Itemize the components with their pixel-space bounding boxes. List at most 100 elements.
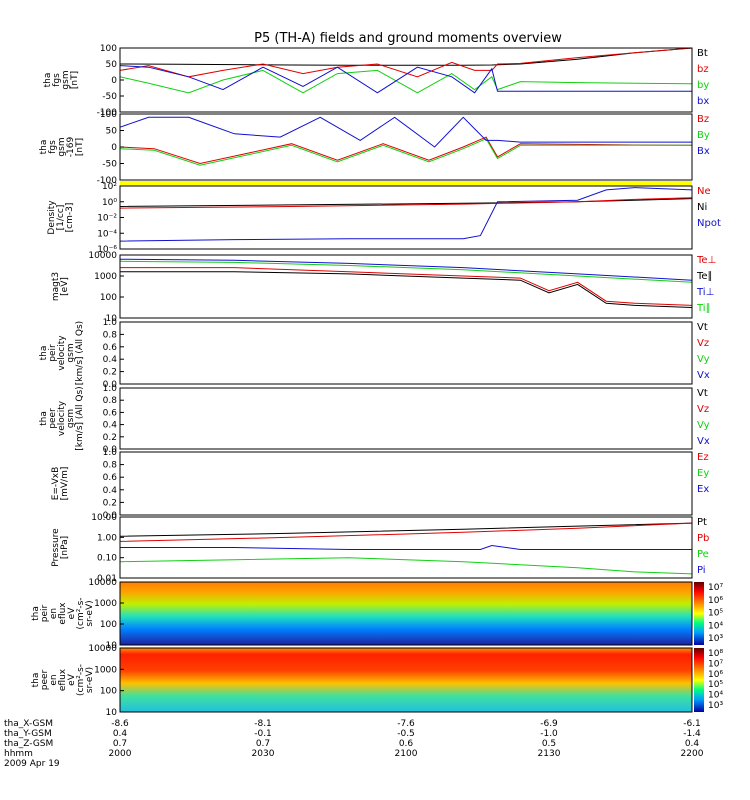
legend-Vt: Vt [697, 322, 708, 333]
legend-Vx: Vx [697, 436, 710, 447]
legend-Ne: Ne [697, 186, 711, 197]
panel-density: Density[1/cc][cm-3] Ne Ni Npot 10² 10⁰ 10⁻² 10⁻… [47, 181, 721, 255]
ylabel-line: tha [39, 140, 49, 155]
legend-bx: bx [697, 96, 709, 107]
legend-Ez: Ez [697, 452, 709, 463]
ytick-label: 10⁰ [102, 198, 117, 208]
legend-Pi: Pi [697, 565, 706, 576]
ylabel-line: en [49, 608, 59, 619]
legend-Pb: Pb [697, 533, 709, 544]
ytick-label: 10.00 [91, 513, 117, 523]
ylabel-line: [1/cc] [56, 205, 66, 231]
xaxis-value: -7.6 [397, 719, 415, 729]
ylabel-line: sr-eV) [85, 667, 95, 693]
ylabel-fgs-gse: thafgsgsm-169[nT] [39, 137, 85, 158]
ytick-label: 0.10 [97, 554, 117, 564]
series-Te⊥ [120, 267, 693, 306]
ytick-label: 0.0 [103, 511, 118, 521]
ylabel-line: peir [48, 344, 58, 362]
ytick-label: 1.0 [103, 384, 118, 394]
series-Pe [119, 557, 693, 575]
colorbar-tick: 10³ [708, 634, 723, 644]
ytick-label: 0.0 [103, 445, 118, 455]
panel-peir-spec: thapeirenefluxeV(cm²-s-sr-eV) 10⁷ 10⁶ 10⁵ 10… [31, 578, 723, 651]
series-Bz [119, 136, 693, 165]
ytick-label: 0.0 [103, 380, 118, 390]
ytick-label: 10000 [88, 251, 117, 261]
colorbar-tick: 10⁵ [708, 680, 723, 690]
ytick-label: 0.4 [103, 486, 118, 496]
ylabel-line: E=-VxB [51, 467, 61, 501]
ytick-label: 100 [100, 44, 117, 54]
legend-Ey: Ey [697, 468, 709, 479]
ytick-label: 0.4 [103, 421, 118, 431]
ylabel-line: peer [48, 408, 58, 429]
series-bx [119, 65, 692, 94]
legend-Ni: Ni [697, 202, 707, 213]
ylabel-line: peer [40, 669, 50, 690]
ytick-label: 1000 [94, 599, 117, 609]
ylabel-line: eV [67, 607, 77, 620]
legend-Pe: Pe [697, 549, 709, 560]
ylabel-line: tha [31, 673, 41, 688]
xaxis-value: 2130 [538, 749, 561, 759]
ytick-label: 0.6 [103, 473, 118, 483]
ytick-label: -100 [97, 108, 118, 118]
panel-pressure: Pressure[nPa] Pt Pb Pe Pi 10.00 1.00 0.10 0.01 [51, 513, 709, 584]
ylabel-line: gsm [66, 343, 76, 362]
legend-Pt: Pt [697, 517, 707, 528]
ytick-label: 10000 [88, 644, 117, 654]
panel-frame [119, 321, 693, 385]
ytick-label: 10 [106, 314, 118, 324]
xaxis-value: 2100 [395, 749, 418, 759]
ytick-label: 10000 [88, 578, 117, 588]
series-Ti∥ [119, 260, 693, 283]
colorbar-tick: 10⁴ [708, 621, 723, 631]
legend-Bx: Bx [697, 146, 710, 157]
xaxis-value: 2200 [681, 749, 704, 759]
ylabel-line: [eV] [60, 277, 70, 296]
ylabel-line: tha [43, 73, 53, 88]
ylabel-line: gsm [61, 70, 71, 89]
legend-Ti∥: Ti∥ [696, 303, 711, 314]
xaxis-value: 0.7 [113, 739, 127, 749]
ylabel-line: Density [47, 200, 57, 235]
ytick-label: 10² [102, 182, 117, 192]
ytick-label: 1000 [94, 272, 117, 282]
ytick-label: 1000 [94, 665, 117, 675]
colorbar-tick: 10³ [708, 701, 723, 711]
ytick-label: -100 [97, 176, 118, 186]
colorbar-tick: 10⁶ [708, 670, 723, 680]
ytick-label: 50 [106, 127, 118, 137]
legend-by: by [697, 80, 709, 91]
ylabel-line: [nT] [75, 138, 85, 156]
ytick-label: 50 [106, 60, 118, 70]
ytick-label: 0.2 [103, 433, 117, 443]
legend-Vz: Vz [697, 338, 709, 349]
panel-frame [119, 47, 693, 113]
ylabel-line: sr-eV) [85, 600, 95, 626]
xaxis-row-label: tha_X-GSM [4, 719, 53, 729]
ytick-label: 0 [111, 76, 117, 86]
ylabel-line: velocity [57, 400, 67, 436]
xaxis-value: -0.5 [397, 729, 415, 739]
panel-temp: magt3[eV] Te⊥ Te∥ Ti⊥ Ti∥ 10000 1000 100 10 [51, 251, 716, 324]
ytick-label: 10⁻² [97, 214, 117, 224]
series-Ti⊥ [119, 258, 693, 281]
colorbar-tick: 10⁷ [708, 583, 723, 593]
xaxis-value: -6.9 [540, 719, 558, 729]
ytick-label: 10⁻⁴ [97, 229, 117, 239]
xaxis-row-label: tha_Z-GSM [4, 739, 53, 749]
ytick-label: 0.8 [103, 330, 118, 340]
legend-bz: bz [697, 64, 709, 75]
legend-Bt: Bt [697, 48, 708, 59]
ylabel-line: eflux [58, 668, 68, 691]
ylabel-line: tha [31, 606, 41, 621]
ylabel-line: fgs [52, 73, 62, 87]
ylabel-line: [km/s] (All Qs) [75, 386, 85, 450]
panel-peer-spec: thapeerenefluxeV(cm²-s-sr-eV)10⁸10⁷10⁶10… [31, 644, 723, 718]
panel-efield: E=-VxB[mV/m] Ez Ey Ex 1.0 0.8 0.6 0.4 0.2 0.0 [51, 448, 709, 521]
ylabel-peer-v: thapeervelocitygsm[km/s] (All Qs) [39, 386, 85, 450]
panel-frame [119, 647, 693, 713]
